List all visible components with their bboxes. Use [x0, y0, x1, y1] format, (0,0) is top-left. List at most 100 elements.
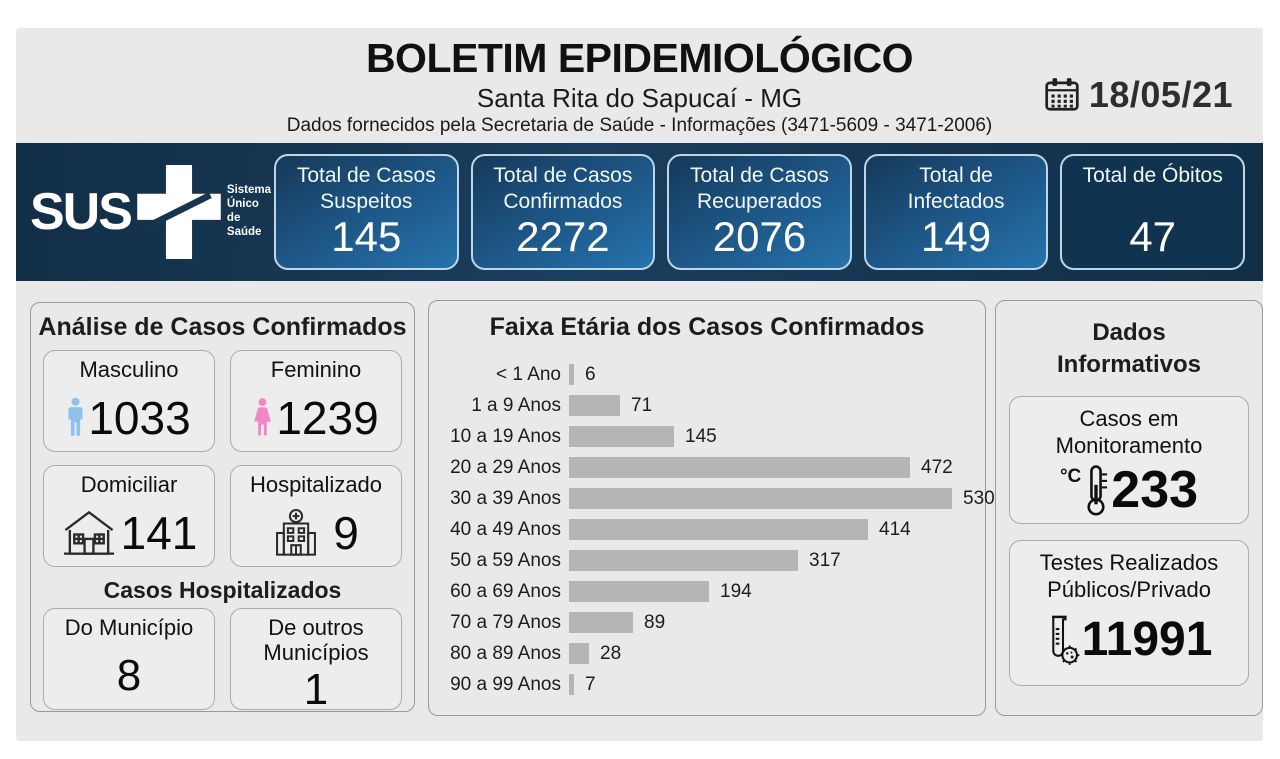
chart-value-label: 71 — [631, 394, 653, 416]
page-title: BOLETIM EPIDEMIOLÓGICO — [365, 35, 914, 81]
chart-row: 50 a 59 Anos 317 — [443, 550, 985, 571]
card-label: De outros Municípios — [263, 615, 369, 666]
analysis-cards: Masculino 1033 Feminino — [31, 350, 414, 567]
age-chart-panel: Faixa Etária dos Casos Confirmados < 1 A… — [428, 300, 995, 716]
chart-row: 60 a 69 Anos 194 — [443, 581, 985, 602]
chart-bar — [569, 519, 868, 540]
chart-bar-track: 71 — [569, 395, 985, 416]
card-value: 9 — [333, 506, 359, 559]
chart-value-label: 414 — [879, 518, 911, 540]
bulletin-board: BOLETIM EPIDEMIOLÓGICO Santa Rita do Sap… — [16, 28, 1263, 741]
chart-bar-track: 414 — [569, 519, 985, 540]
chart-category-label: 30 a 39 Anos — [450, 487, 561, 509]
chart-row: 1 a 9 Anos 71 — [443, 395, 985, 416]
chart-bar-track: 28 — [569, 643, 985, 664]
card-value: 141 — [120, 506, 198, 559]
sus-tagline-line: Único — [226, 198, 259, 211]
card-value: 233 — [1111, 460, 1199, 519]
chart-bar-track: 194 — [569, 581, 985, 602]
chart-bar-track: 89 — [569, 612, 985, 633]
chart-bar — [569, 581, 709, 602]
hospitalized-title: Casos Hospitalizados — [103, 577, 342, 603]
chart-row: 70 a 79 Anos 89 — [443, 612, 985, 633]
sus-cross-icon — [136, 165, 222, 259]
analysis-title: Análise de Casos Confirmados — [38, 313, 407, 341]
chart-category-label: 20 a 29 Anos — [450, 456, 561, 478]
chart-value-label: 145 — [685, 425, 717, 447]
chart-bar-track: 472 — [569, 457, 985, 478]
info-panel: Dados Informativos Casos em Monitorament… — [995, 300, 1263, 716]
sus-logo: SUS Sistema Único de Saúde — [30, 165, 271, 259]
chart-bar — [569, 488, 952, 509]
chart-bar — [569, 643, 589, 664]
chart-value-label: 7 — [585, 673, 596, 695]
sus-tagline-line: Sistema — [226, 184, 272, 197]
report-date: 18/05/21 — [1043, 74, 1233, 116]
card-do-municipio: Do Município 8 — [43, 608, 215, 710]
thermometer-icon — [1083, 464, 1109, 516]
stat-card-infectados: Total de Infectados 149 — [863, 154, 1049, 270]
date-value: 18/05/21 — [1088, 74, 1233, 115]
chart-value-label: 317 — [809, 549, 841, 571]
stat-value: 149 — [921, 213, 992, 260]
sus-tagline-line: de Saúde — [226, 212, 262, 238]
chart-category-label: 80 a 89 Anos — [450, 642, 561, 664]
chart-bar-track: 7 — [569, 674, 985, 695]
card-label: Do Município — [64, 615, 194, 640]
stat-card-obitos: Total de Óbitos 47 — [1060, 154, 1245, 270]
card-label: Masculino — [79, 357, 179, 382]
stat-value: 2272 — [516, 213, 610, 260]
card-hospitalizado: Hospitalizado 9 — [230, 465, 402, 567]
chart-bar-track: 6 — [569, 364, 985, 385]
hospitalized-cards: Do Município 8 De outros Municípios 1 — [31, 608, 414, 714]
city-subtitle: Santa Rita do Sapucaí - MG — [476, 83, 803, 114]
stat-label: Total de Casos Recuperados — [690, 164, 829, 213]
chart-bar-track: 530 — [569, 488, 995, 509]
summary-bar: SUS Sistema Único de Saúde Total de Caso… — [16, 143, 1263, 281]
card-value: 11991 — [1081, 612, 1213, 666]
chart-category-label: 90 a 99 Anos — [450, 673, 561, 695]
calendar-icon — [1043, 76, 1081, 114]
sus-logo-text: SUS — [30, 183, 133, 241]
card-domiciliar: Domiciliar 141 — [43, 465, 215, 567]
chart-bar — [569, 395, 620, 416]
house-icon — [61, 509, 117, 557]
age-chart-rows: < 1 Ano 6 1 a 9 Anos 71 10 a 19 Anos 145 20 a … — [429, 364, 995, 695]
chart-bar — [569, 457, 910, 478]
sus-tagline: Sistema Único de Saúde — [227, 184, 271, 239]
chart-row: 90 a 99 Anos 7 — [443, 674, 985, 695]
card-outros-municipios: De outros Municípios 1 — [230, 608, 402, 714]
chart-category-label: 40 a 49 Anos — [450, 518, 561, 540]
card-value: 1239 — [276, 391, 379, 444]
test-tube-icon — [1046, 614, 1080, 666]
card-label: Casos em Monitoramento — [1055, 405, 1203, 459]
chart-bar — [569, 426, 674, 447]
chart-value-label: 530 — [963, 487, 995, 509]
hospital-icon — [273, 508, 319, 558]
chart-row: 10 a 19 Anos 145 — [443, 426, 985, 447]
stat-value: 145 — [331, 213, 402, 260]
chart-category-label: 60 a 69 Anos — [450, 580, 561, 602]
stat-label: Total de Infectados — [907, 164, 1005, 213]
chart-value-label: 89 — [644, 611, 666, 633]
stat-card-recuperados: Total de Casos Recuperados 2076 — [667, 154, 852, 270]
stat-label: Total de Óbitos — [1082, 164, 1223, 187]
card-monitoramento: Casos em Monitoramento °C 233 — [1009, 395, 1249, 524]
stat-card-suspeitos: Total de Casos Suspeitos 145 — [274, 154, 459, 270]
card-label: Hospitalizado — [249, 472, 383, 497]
stat-card-confirmados: Total de Casos Confirmados 2272 — [470, 154, 656, 270]
chart-category-label: 70 a 79 Anos — [450, 611, 561, 633]
chart-value-label: 472 — [921, 456, 953, 478]
card-masculino: Masculino 1033 — [43, 350, 215, 452]
analysis-panel: Análise de Casos Confirmados Masculino 1… — [30, 302, 415, 712]
card-value: 1 — [303, 664, 329, 714]
age-chart-title: Faixa Etária dos Casos Confirmados — [489, 313, 925, 341]
chart-row: 20 a 29 Anos 472 — [443, 457, 985, 478]
chart-bar — [569, 674, 574, 695]
card-value: 8 — [116, 650, 142, 700]
chart-row: 40 a 49 Anos 414 — [443, 519, 985, 540]
chart-bar — [569, 364, 574, 385]
chart-bar-track: 317 — [569, 550, 985, 571]
chart-category-label: 50 a 59 Anos — [450, 549, 561, 571]
chart-bar — [569, 550, 798, 571]
